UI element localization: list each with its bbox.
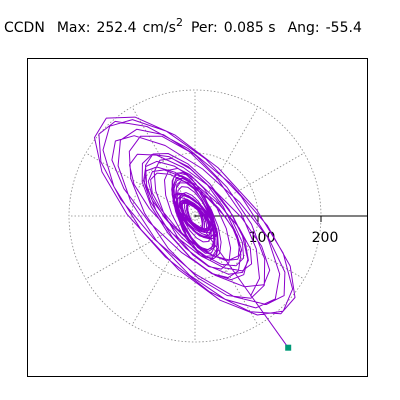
- ang-value: -55.4: [326, 20, 362, 36]
- chart-header: CCDN Max: 252.4 cm/s2 Per: 0.085 s Ang: -55.4: [4, 16, 362, 36]
- header-text: CCDN Max: 252.4 cm/s2 Per: 0.085 s Ang: -55.4: [4, 16, 362, 36]
- max-label: Max:: [57, 20, 91, 36]
- grid-spoke-300: [194, 215, 259, 326]
- station-code: CCDN: [4, 20, 45, 36]
- per-value: 0.085 s: [224, 20, 276, 36]
- ang-label: Ang:: [288, 20, 320, 36]
- grid-spoke-240: [131, 215, 196, 326]
- grid-spoke-30: [194, 152, 305, 217]
- per-label: Per:: [191, 20, 218, 36]
- plot-frame: [27, 58, 368, 377]
- peak-marker: [285, 344, 292, 351]
- max-value: 252.4: [96, 20, 136, 36]
- grid-spoke-210: [85, 215, 196, 280]
- axis-ticks: [257, 216, 322, 222]
- max-unit: cm/s: [143, 20, 176, 36]
- max-unit-exponent: 2: [176, 16, 183, 29]
- grid-spoke-120: [131, 106, 196, 217]
- particle-motion-trace: [94, 116, 296, 348]
- tick-label-200: 200: [312, 230, 339, 246]
